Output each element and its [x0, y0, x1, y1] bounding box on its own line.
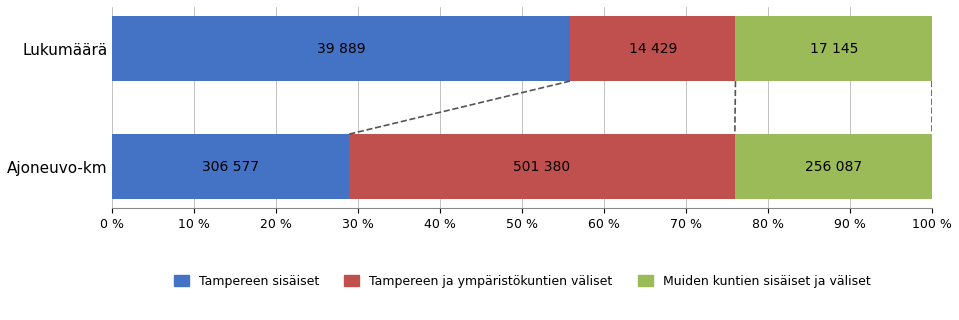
- Bar: [736, 16, 932, 81]
- Text: 501 380: 501 380: [513, 160, 571, 174]
- Text: 39 889: 39 889: [316, 42, 365, 56]
- Bar: [112, 16, 570, 81]
- Bar: [570, 16, 736, 81]
- Bar: [112, 134, 349, 199]
- Text: 14 429: 14 429: [628, 42, 677, 56]
- Bar: [735, 134, 932, 199]
- Text: 306 577: 306 577: [202, 160, 259, 174]
- Text: 17 145: 17 145: [809, 42, 858, 56]
- Bar: [349, 134, 735, 199]
- Text: 256 087: 256 087: [805, 160, 862, 174]
- Legend: Tampereen sisäiset, Tampereen ja ympäristökuntien väliset, Muiden kuntien sisäis: Tampereen sisäiset, Tampereen ja ympäris…: [169, 270, 876, 293]
